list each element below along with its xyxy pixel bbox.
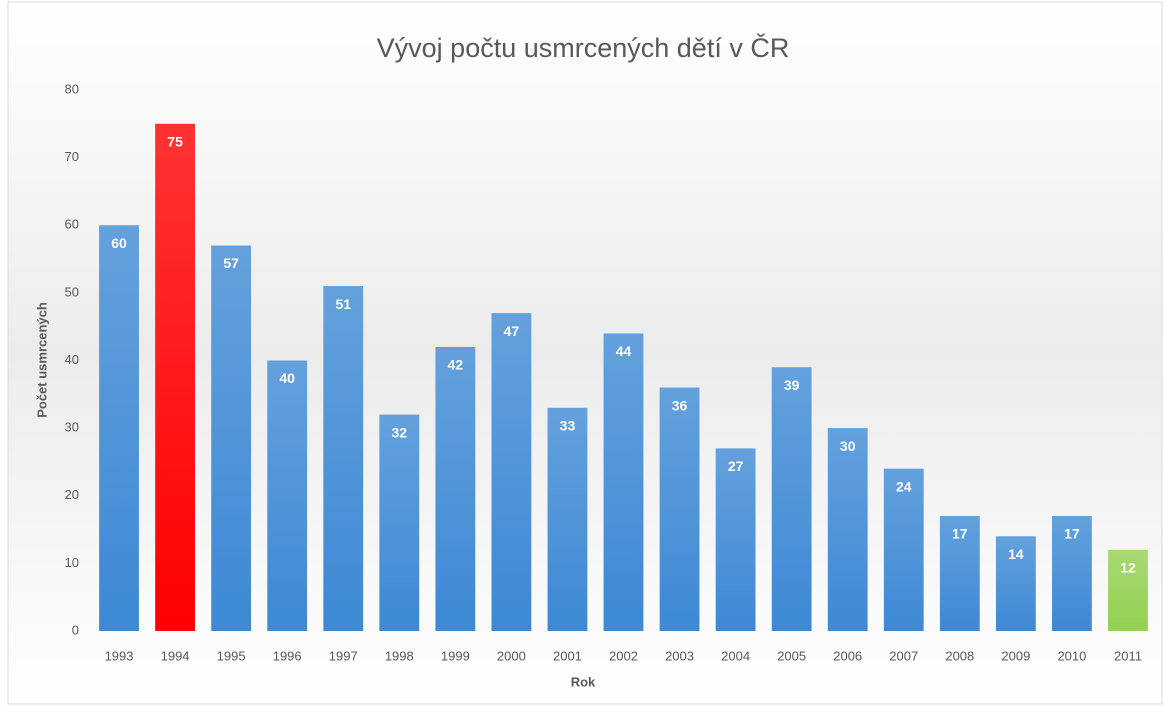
- y-tick-label: 20: [65, 487, 79, 502]
- data-label: 47: [504, 323, 520, 339]
- x-tick-label: 2005: [777, 648, 806, 663]
- y-tick-label: 60: [65, 217, 79, 232]
- x-tick-label: 1999: [441, 648, 470, 663]
- x-tick-label: 1993: [105, 648, 134, 663]
- x-tick-label: 2010: [1057, 648, 1086, 663]
- x-axis-label: Rok: [571, 674, 596, 689]
- x-tick-label: 2004: [721, 648, 750, 663]
- data-label: 40: [279, 370, 295, 386]
- data-label: 14: [1008, 546, 1024, 562]
- x-tick-label: 1996: [273, 648, 302, 663]
- data-label: 17: [952, 526, 968, 542]
- data-label: 75: [167, 134, 183, 150]
- bar: [435, 346, 476, 631]
- x-tick-label: 2003: [665, 648, 694, 663]
- bar: [603, 333, 644, 631]
- y-tick-label: 0: [72, 622, 79, 637]
- bar: [267, 360, 308, 631]
- y-tick-label: 10: [65, 555, 79, 570]
- data-label: 32: [392, 424, 408, 440]
- bar: [659, 387, 700, 631]
- x-tick-label: 2002: [609, 648, 638, 663]
- bar: [491, 313, 532, 631]
- y-tick-label: 80: [65, 81, 79, 96]
- x-tick-label: 1998: [385, 648, 414, 663]
- data-label: 30: [840, 438, 856, 454]
- bar: [547, 407, 588, 631]
- data-label: 44: [616, 343, 632, 359]
- data-label: 57: [223, 255, 239, 271]
- x-tick-label: 1995: [217, 648, 246, 663]
- x-tick-label: 2011: [1114, 648, 1142, 663]
- bar: [827, 428, 868, 631]
- bar: [323, 286, 364, 631]
- data-label: 60: [111, 235, 127, 251]
- data-label: 24: [896, 478, 912, 494]
- x-tick-label: 2000: [497, 648, 526, 663]
- data-label: 42: [448, 357, 464, 373]
- x-tick-label: 2008: [945, 648, 974, 663]
- x-tick-label: 2001: [553, 648, 582, 663]
- x-tick-label: 2006: [833, 648, 862, 663]
- y-tick-label: 50: [65, 284, 79, 299]
- y-tick-label: 70: [65, 149, 79, 164]
- bar: [715, 448, 756, 631]
- bar: [99, 225, 139, 631]
- data-label: 12: [1120, 560, 1136, 576]
- data-label: 33: [560, 418, 576, 434]
- data-label: 39: [784, 377, 800, 393]
- chart-title: Vývoj počtu usmrcených dětí v ČR: [377, 32, 790, 63]
- x-tick-label: 2009: [1001, 648, 1030, 663]
- data-label: 27: [728, 458, 744, 474]
- data-label: 17: [1064, 526, 1080, 542]
- bar: [155, 123, 195, 631]
- data-label: 36: [672, 397, 688, 413]
- y-axis-label: Počet usmrcených: [34, 302, 49, 418]
- y-tick-label: 30: [65, 420, 79, 435]
- bar: [379, 414, 420, 631]
- x-tick-label: 2007: [889, 648, 918, 663]
- bar: [211, 245, 252, 631]
- x-tick-label: 1994: [161, 648, 190, 663]
- x-tick-label: 1997: [329, 648, 358, 663]
- y-tick-label: 40: [65, 352, 79, 367]
- bar: [771, 367, 812, 631]
- data-label: 51: [335, 296, 351, 312]
